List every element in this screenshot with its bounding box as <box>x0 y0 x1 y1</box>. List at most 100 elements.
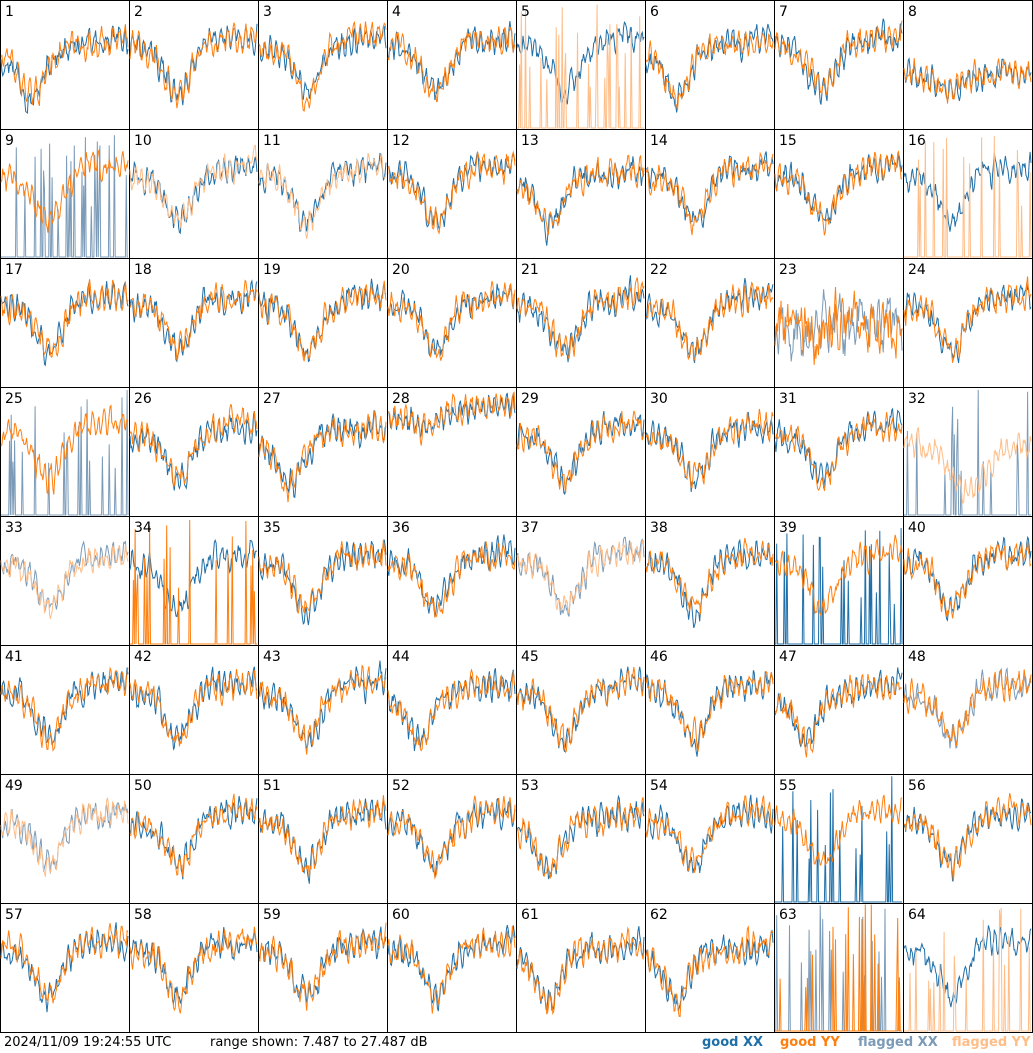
panel-label: 4 <box>392 4 401 20</box>
series-yy-panel-52 <box>387 795 516 880</box>
series-xx-panel-60 <box>387 924 516 1012</box>
panel-21: 21 <box>516 258 646 388</box>
panel-58: 58 <box>129 903 259 1033</box>
panel-19: 19 <box>258 258 388 388</box>
series-yy-panel-3 <box>258 20 387 112</box>
panel-label: 38 <box>650 520 668 536</box>
panel-label: 24 <box>908 262 926 278</box>
series-xx-panel-36 <box>387 534 516 618</box>
series-yy-panel-36 <box>387 541 516 619</box>
panel-label: 13 <box>521 133 539 149</box>
panel-14: 14 <box>645 129 775 259</box>
panel-label: 62 <box>650 907 668 923</box>
panel-10: 10 <box>129 129 259 259</box>
panel-53: 53 <box>516 774 646 904</box>
series-xx-panel-49 <box>0 802 129 874</box>
series-xx-panel-38 <box>645 538 774 628</box>
series-xx-panel-55 <box>775 776 902 903</box>
panel-label: 14 <box>650 133 668 149</box>
panel-9: 9 <box>0 129 130 259</box>
series-yy-panel-27 <box>258 410 387 503</box>
panel-29: 29 <box>516 387 646 517</box>
series-yy-panel-59 <box>258 922 387 1011</box>
panel-3: 3 <box>258 0 388 130</box>
panel-label: 31 <box>779 391 797 407</box>
series-yy-panel-1 <box>0 24 129 107</box>
panel-52: 52 <box>387 774 517 904</box>
panel-label: 29 <box>521 391 539 407</box>
legend-flagged-xx: flagged XX <box>858 1035 938 1050</box>
series-xx-panel-44 <box>387 668 516 752</box>
series-yy-panel-33 <box>0 544 129 620</box>
series-yy-panel-54 <box>645 795 774 873</box>
panel-33: 33 <box>0 516 130 646</box>
series-xx-panel-63 <box>775 905 902 1032</box>
panel-label: 18 <box>134 262 152 278</box>
panel-label: 41 <box>5 649 23 665</box>
series-yy-panel-48 <box>903 669 1032 747</box>
series-yy-panel-17 <box>0 279 129 358</box>
series-yy-panel-10 <box>129 144 258 229</box>
panel-60: 60 <box>387 903 517 1033</box>
series-xx-panel-54 <box>645 794 774 874</box>
panel-label: 16 <box>908 133 926 149</box>
panel-43: 43 <box>258 645 388 775</box>
series-yy-panel-50 <box>129 793 258 877</box>
series-yy-panel-4 <box>387 26 516 103</box>
panel-label: 28 <box>392 391 410 407</box>
panel-label: 48 <box>908 649 926 665</box>
timestamp: 2024/11/09 19:24:55 UTC <box>4 1035 172 1050</box>
panel-12: 12 <box>387 129 517 259</box>
panel-56: 56 <box>903 774 1033 904</box>
panel-46: 46 <box>645 645 775 775</box>
series-xx-panel-9 <box>1 135 128 258</box>
panel-11: 11 <box>258 129 388 259</box>
panel-label: 64 <box>908 907 926 923</box>
panel-label: 53 <box>521 778 539 794</box>
series-xx-panel-29 <box>516 411 645 496</box>
panel-frame <box>0 0 130 130</box>
series-xx-panel-37 <box>516 536 645 617</box>
panel-label: 57 <box>5 907 23 923</box>
series-yy-panel-49 <box>0 797 129 877</box>
panel-32: 32 <box>903 387 1033 517</box>
panel-45: 45 <box>516 645 646 775</box>
panel-13: 13 <box>516 129 646 259</box>
panel-34: 34 <box>129 516 259 646</box>
series-yy-panel-57 <box>0 922 129 1004</box>
panel-28: 28 <box>387 387 517 517</box>
panel-label: 49 <box>5 778 23 794</box>
series-yy-panel-30 <box>645 408 774 489</box>
panel-57: 57 <box>0 903 130 1033</box>
series-yy-panel-29 <box>516 410 645 494</box>
series-yy-panel-8 <box>903 58 1032 104</box>
series-xx-panel-12 <box>387 151 516 231</box>
panel-44: 44 <box>387 645 517 775</box>
panel-label: 11 <box>263 133 281 149</box>
panel-label: 45 <box>521 649 539 665</box>
panel-label: 35 <box>263 520 281 536</box>
series-yy-panel-11 <box>258 152 387 239</box>
panel-label: 2 <box>134 4 143 20</box>
panel-4: 4 <box>387 0 517 130</box>
series-yy-panel-12 <box>387 150 516 235</box>
series-yy-panel-25 <box>0 404 129 496</box>
panel-40: 40 <box>903 516 1033 646</box>
series-yy-panel-24 <box>903 276 1032 363</box>
panel-16: 16 <box>903 129 1033 259</box>
panel-6: 6 <box>645 0 775 130</box>
panel-47: 47 <box>774 645 904 775</box>
series-xx-panel-5 <box>516 21 645 105</box>
panel-label: 44 <box>392 649 410 665</box>
panel-label: 58 <box>134 907 152 923</box>
panel-41: 41 <box>0 645 130 775</box>
panel-8: 8 <box>903 0 1033 130</box>
panel-label: 17 <box>5 262 23 278</box>
series-yy-panel-42 <box>129 669 258 747</box>
series-yy-panel-39 <box>774 534 903 618</box>
series-xx-panel-23 <box>774 289 903 362</box>
footer: 2024/11/09 19:24:55 UTC range shown: 7.4… <box>0 1033 1033 1053</box>
panel-31: 31 <box>774 387 904 517</box>
panel-label: 36 <box>392 520 410 536</box>
panel-label: 5 <box>521 4 530 20</box>
